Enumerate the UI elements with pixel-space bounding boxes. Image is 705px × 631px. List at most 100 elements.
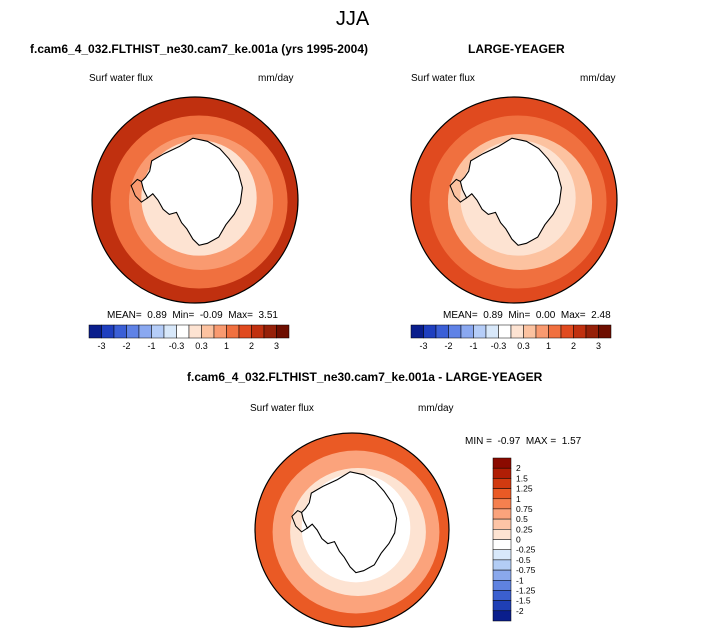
colorbar-swatch — [188, 324, 202, 339]
colorbar-tick-label: -0.25 — [516, 545, 536, 555]
panel-2-title: LARGE-YEAGER — [468, 42, 565, 56]
antarctica-coastline — [459, 137, 562, 246]
panel-2-stats: MEAN= 0.89 Min= 0.00 Max= 2.48 — [443, 310, 611, 321]
colorbar-tick-label: 0 — [516, 535, 521, 545]
colorbar-panel-1: -3 -2 -1 -0.3 0.3 1 2 3 — [88, 324, 290, 351]
colorbar-swatch — [423, 324, 437, 339]
figure-title: JJA — [335, 8, 370, 30]
colorbar-tick-label: -2 — [444, 341, 452, 351]
colorbar-tick-label: -1 — [147, 341, 155, 351]
colorbar-swatch — [101, 324, 115, 339]
colorbar-panel-3: 21.51.2510.750.50.250-0.25-0.5-0.75-1-1.… — [492, 457, 536, 622]
colorbar-tick-label: -1.5 — [516, 596, 531, 606]
panel-1-max-label: Max= — [228, 310, 253, 321]
colorbar-swatch — [492, 610, 512, 622]
panel-1-variable: Surf water flux — [89, 73, 153, 84]
colorbar-swatch — [151, 324, 165, 339]
antarctica-coastline — [140, 137, 243, 246]
colorbar-swatch — [492, 569, 512, 581]
colorbar-swatch — [492, 478, 512, 489]
colorbar-swatch — [492, 508, 512, 520]
panel-1-units: mm/day — [258, 73, 294, 84]
panel-2-variable: Surf water flux — [411, 73, 475, 84]
colorbar-tick-label: -1 — [469, 341, 477, 351]
colorbar-swatch — [510, 324, 524, 339]
peninsula-coastline — [449, 178, 467, 203]
colorbar-swatch — [492, 488, 512, 500]
colorbar-swatch — [598, 324, 612, 339]
colorbar-tick-label: 1 — [224, 341, 229, 351]
map-borders — [91, 96, 618, 628]
colorbar-swatch — [492, 518, 512, 530]
colorbar-tick-label: 2 — [571, 341, 576, 351]
colorbar-swatch — [492, 498, 512, 510]
colorbar-swatch — [548, 324, 562, 339]
panel-1-max: 3.51 — [258, 310, 278, 321]
panel-3-max: 1.57 — [561, 436, 582, 447]
map-panel-3 — [255, 433, 449, 627]
panel-2-max-label: Max= — [560, 310, 586, 321]
panel-1-title: f.cam6_4_032.FLTHIST_ne30.cam7_ke.001a (… — [30, 42, 368, 56]
panel-3-max-label: MAX = — [525, 436, 557, 447]
panel-1-mean: 0.89 — [147, 310, 167, 321]
colorbar-tick-label: -0.3 — [169, 341, 185, 351]
colorbar-swatch — [410, 324, 424, 339]
colorbar-tick-label: 1.5 — [516, 473, 528, 483]
colorbar-tick-label: -0.5 — [516, 555, 531, 565]
colorbar-tick-label: 1.25 — [516, 484, 533, 494]
colorbar-swatch — [126, 324, 140, 339]
map-border-3 — [254, 432, 450, 628]
panel-2-mean: 0.89 — [483, 310, 503, 321]
colorbar-swatch — [492, 467, 512, 479]
colorbar-swatch — [276, 324, 290, 339]
map-border-1 — [91, 96, 299, 304]
peninsula-coastline — [130, 178, 148, 203]
panel-3-title: f.cam6_4_032.FLTHIST_ne30.cam7_ke.001a -… — [187, 370, 543, 384]
panel-1-mean-label: MEAN= — [107, 310, 142, 321]
colorbar-swatch — [535, 324, 549, 339]
panel-2-mean-label: MEAN= — [443, 310, 478, 321]
panel-2-min: 0.00 — [535, 310, 556, 321]
panel-2-units: mm/day — [580, 73, 616, 84]
colorbar-tick-label: -1.25 — [516, 585, 536, 595]
map-panel-2 — [411, 97, 617, 303]
map-border-2 — [410, 96, 618, 304]
colorbar-tick-label: 2 — [249, 341, 254, 351]
antarctica-coastline — [300, 471, 398, 574]
panel-2-min-label: Min= — [508, 310, 531, 321]
colorbar-swatch — [113, 324, 127, 339]
colorbar-swatch — [585, 324, 599, 339]
peninsula-coastline — [291, 509, 308, 533]
colorbar-swatch — [448, 324, 462, 339]
colorbar-tick-label: -2 — [122, 341, 130, 351]
colorbar-tick-label: -0.75 — [516, 565, 536, 575]
panel-3-min-label: MIN = — [465, 436, 492, 447]
panel-3-variable: Surf water flux — [250, 403, 314, 414]
colorbar-swatch — [263, 324, 277, 339]
colorbar-tick-label: -1 — [516, 575, 524, 585]
panel-2-max: 2.48 — [591, 310, 611, 321]
colorbar-swatch — [213, 324, 227, 339]
colorbar-swatch — [138, 324, 152, 339]
colorbar-tick-label: 1 — [546, 341, 551, 351]
colorbar-tick-label: 2 — [516, 463, 521, 473]
colorbar-tick-label: 1 — [516, 494, 521, 504]
map-panel-1 — [92, 97, 298, 303]
colorbar-swatch — [492, 539, 512, 550]
colorbar-tick-label: 0.75 — [516, 504, 533, 514]
colorbar-swatch — [560, 324, 574, 339]
colorbar-swatch — [492, 529, 512, 540]
panel-3-stats: MIN = -0.97 MAX = 1.57 — [465, 436, 581, 447]
colorbar-tick-label: 0.3 — [517, 341, 530, 351]
colorbar-swatch — [573, 324, 587, 339]
colorbar-swatch — [492, 590, 512, 601]
colorbar-swatch — [226, 324, 240, 339]
colorbar-tick-label: -3 — [97, 341, 105, 351]
panel-1-min: -0.09 — [199, 310, 223, 321]
colorbar-swatch — [473, 324, 487, 339]
colorbar-swatch — [163, 324, 177, 339]
colorbar-swatch — [523, 324, 537, 339]
colorbar-tick-label: 0.25 — [516, 524, 533, 534]
colorbar-swatch — [492, 549, 512, 561]
colorbar-swatch — [485, 324, 499, 339]
